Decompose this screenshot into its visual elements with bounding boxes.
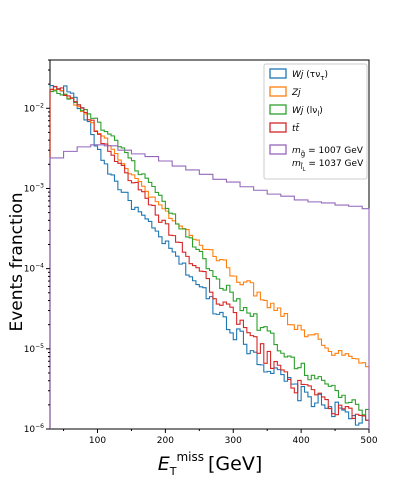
x-axis-title: ETmiss [GeV] bbox=[158, 450, 263, 478]
legend: Wj (τντ) Zj Wj (lνl) tt̄ mg̃ = 1007 GeVml̃L … bbox=[263, 63, 368, 180]
legend-label-4: mg̃ = 1007 GeV bbox=[292, 146, 364, 158]
legend-label-0: Wj (τντ) bbox=[292, 70, 328, 82]
legend-label-2: Wj (lνl) bbox=[292, 106, 323, 118]
series-layer bbox=[49, 85, 370, 429]
legend-swatch-2 bbox=[269, 104, 287, 115]
y-axis-title: Events franction bbox=[7, 192, 27, 331]
y-tick-label-1: 10−5 bbox=[24, 343, 44, 355]
legend-label-1: Zj bbox=[291, 88, 301, 98]
x-tick-label-1: 200 bbox=[157, 436, 174, 446]
legend-frame bbox=[263, 63, 368, 180]
legend-swatch-0 bbox=[269, 68, 287, 79]
series-line-2 bbox=[49, 90, 370, 429]
series-line-3 bbox=[49, 85, 370, 429]
x-tick-label-4: 500 bbox=[360, 436, 377, 446]
legend-label-3: tt̄ bbox=[292, 122, 300, 134]
x-tick-label-2: 300 bbox=[225, 436, 242, 446]
legend-swatch-3 bbox=[269, 122, 287, 133]
legend-label-4-line2: ml̃L = 1037 GeV bbox=[292, 159, 364, 173]
y-tick-label-2: 10−4 bbox=[24, 263, 44, 275]
x-tick-label-3: 400 bbox=[293, 436, 310, 446]
y-tick-label-0: 10−6 bbox=[24, 423, 44, 435]
series-line-0 bbox=[49, 85, 370, 429]
x-tick-label-0: 100 bbox=[89, 436, 106, 446]
y-axis: 10−6 10−5 10−4 10−3 10−2 bbox=[24, 59, 50, 435]
y-tick-label-3: 10−3 bbox=[24, 182, 44, 194]
series-line-4 bbox=[49, 144, 370, 429]
legend-swatch-1 bbox=[269, 86, 287, 97]
series-line-1 bbox=[49, 88, 370, 429]
legend-swatch-4 bbox=[269, 144, 287, 155]
x-axis: 100 200 300 400 500 bbox=[63, 429, 378, 446]
y-tick-label-4: 10−2 bbox=[24, 102, 44, 114]
